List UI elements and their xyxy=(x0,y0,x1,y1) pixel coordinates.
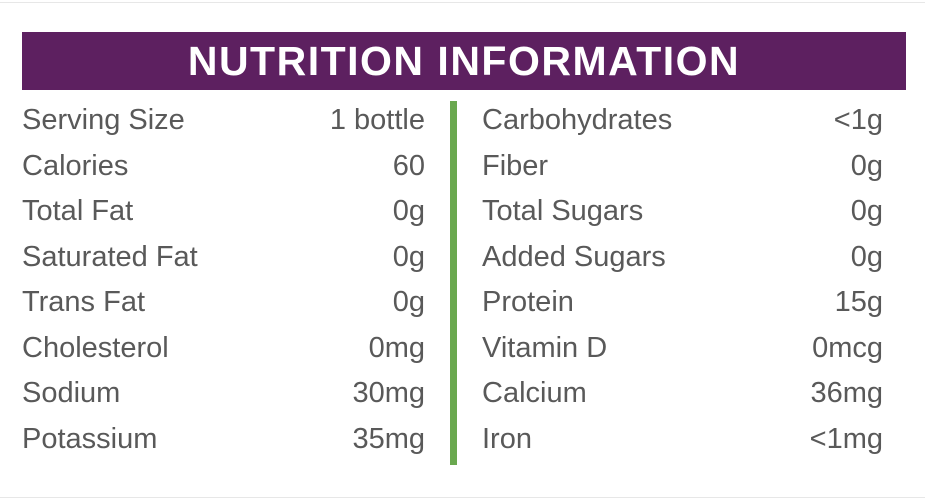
table-row: Calories 60 xyxy=(22,144,425,190)
nutrient-label: Cholesterol xyxy=(22,331,169,364)
table-row: Saturated Fat 0g xyxy=(22,235,425,281)
table-row: Cholesterol 0mg xyxy=(22,326,425,372)
table-row: Carbohydrates <1g xyxy=(482,98,883,144)
nutrient-label: Iron xyxy=(482,422,532,455)
table-row: Trans Fat 0g xyxy=(22,280,425,326)
bottom-border-line xyxy=(0,497,925,498)
nutrient-value: 0mg xyxy=(368,331,425,364)
nutrient-label: Potassium xyxy=(22,422,158,455)
nutrient-label: Saturated Fat xyxy=(22,240,198,273)
table-row: Added Sugars 0g xyxy=(482,235,883,281)
nutrient-label: Total Fat xyxy=(22,195,134,228)
nutrient-label: Added Sugars xyxy=(482,240,666,273)
nutrient-value: 30mg xyxy=(352,377,425,410)
nutrient-value: 15g xyxy=(834,286,883,319)
table-row: Total Sugars 0g xyxy=(482,189,883,235)
table-row: Calcium 36mg xyxy=(482,371,883,417)
top-border-line xyxy=(0,2,925,3)
nutrient-value: 1 bottle xyxy=(329,104,425,137)
table-row: Serving Size 1 bottle xyxy=(22,98,425,144)
nutrient-value: 0mcg xyxy=(812,331,883,364)
nutrient-value: 0g xyxy=(392,240,425,273)
table-row: Total Fat 0g xyxy=(22,189,425,235)
header-bar: NUTRITION INFORMATION xyxy=(22,32,906,90)
nutrient-label: Sodium xyxy=(22,377,121,410)
nutrient-label: Carbohydrates xyxy=(482,104,673,137)
page-title: NUTRITION INFORMATION xyxy=(187,37,741,84)
nutrient-value: 36mg xyxy=(810,377,883,410)
nutrient-value: 0g xyxy=(850,240,883,273)
nutrient-value: 60 xyxy=(392,149,425,182)
table-row: Fiber 0g xyxy=(482,144,883,190)
nutrient-value: <1g xyxy=(833,104,883,137)
table-row: Potassium 35mg xyxy=(22,417,425,463)
nutrient-label: Trans Fat xyxy=(22,286,146,319)
nutrient-label: Total Sugars xyxy=(482,195,644,228)
nutrient-value: 0g xyxy=(850,149,883,182)
nutrient-label: Calories xyxy=(22,149,129,182)
nutrient-label: Fiber xyxy=(482,149,549,182)
nutrient-value: 35mg xyxy=(352,422,425,455)
vertical-divider-line xyxy=(450,101,457,465)
table-row: Sodium 30mg xyxy=(22,371,425,417)
nutrient-label: Protein xyxy=(482,286,574,319)
nutrient-label: Vitamin D xyxy=(482,331,608,364)
nutrient-value: 0g xyxy=(392,286,425,319)
table-row: Vitamin D 0mcg xyxy=(482,326,883,372)
table-row: Protein 15g xyxy=(482,280,883,326)
nutrient-value: <1mg xyxy=(809,422,883,455)
nutrition-column-left: Serving Size 1 bottle Calories 60 Total … xyxy=(22,98,425,462)
nutrient-label: Serving Size xyxy=(22,104,185,137)
nutrition-column-right: Carbohydrates <1g Fiber 0g Total Sugars … xyxy=(482,98,883,462)
nutrient-label: Calcium xyxy=(482,377,587,410)
nutrient-value: 0g xyxy=(850,195,883,228)
nutrient-value: 0g xyxy=(392,195,425,228)
table-row: Iron <1mg xyxy=(482,417,883,463)
